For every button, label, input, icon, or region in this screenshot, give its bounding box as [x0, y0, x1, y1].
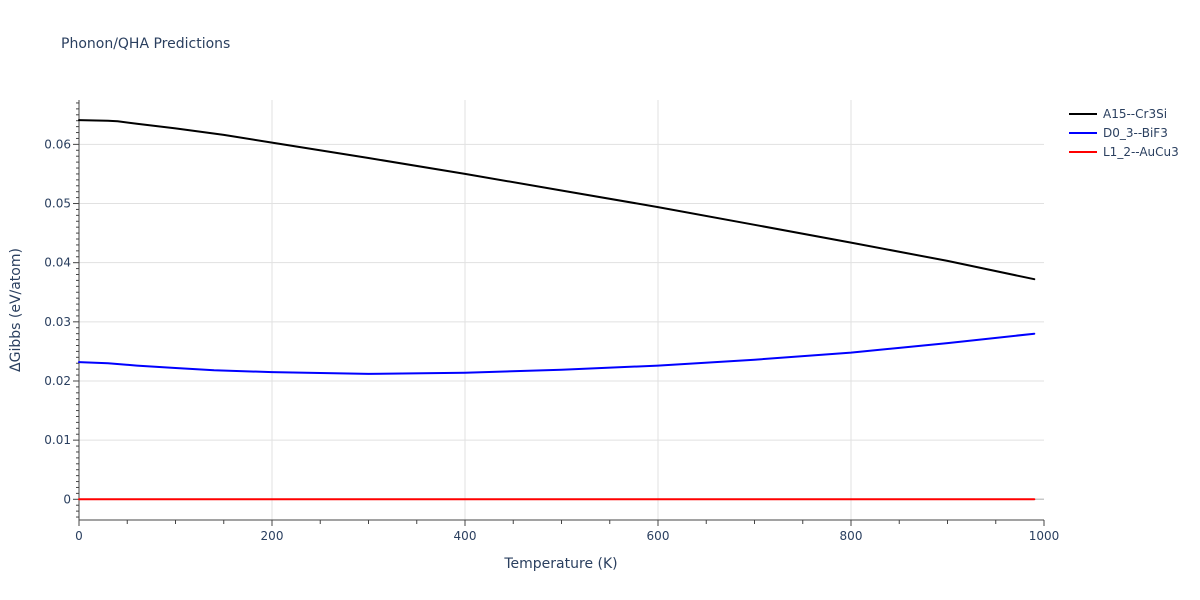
x-tick-label: 1000	[1029, 529, 1060, 543]
legend-item-2[interactable]: L1_2--AuCu3	[1069, 145, 1179, 159]
x-tick-label: 600	[647, 529, 670, 543]
legend[interactable]: A15--Cr3Si D0_3--BiF3 L1_2--AuCu3	[1069, 107, 1179, 159]
legend-item-0[interactable]: A15--Cr3Si	[1069, 107, 1167, 121]
y-tick-label: 0.01	[44, 433, 71, 447]
legend-label: D0_3--BiF3	[1103, 126, 1168, 140]
x-tick-label: 200	[261, 529, 284, 543]
x-tick-label: 0	[75, 529, 83, 543]
grid-layer	[79, 100, 1044, 520]
legend-label: L1_2--AuCu3	[1103, 145, 1179, 159]
chart-title: Phonon/QHA Predictions	[61, 36, 231, 52]
series-line-1	[78, 332, 1036, 375]
axis-layer: 0 200 400 600 800 1000 0 0.01 0.02 0.03 0.04 0.05 0.…	[44, 100, 1059, 543]
series-line-0	[78, 119, 1036, 281]
y-tick-label: 0	[63, 492, 71, 506]
y-axis-title: ΔGibbs (eV/atom)	[8, 248, 24, 372]
y-tick-label: 0.02	[44, 374, 71, 388]
series-layer	[78, 119, 1036, 501]
x-tick-label: 800	[840, 529, 863, 543]
y-tick-label: 0.04	[44, 256, 71, 270]
x-tick-label: 400	[454, 529, 477, 543]
legend-item-1[interactable]: D0_3--BiF3	[1069, 126, 1168, 140]
y-tick-label: 0.06	[44, 137, 71, 151]
y-tick-label: 0.03	[44, 315, 71, 329]
y-tick-label: 0.05	[44, 197, 71, 211]
x-axis-title: Temperature (K)	[503, 556, 617, 572]
legend-label: A15--Cr3Si	[1103, 107, 1167, 121]
